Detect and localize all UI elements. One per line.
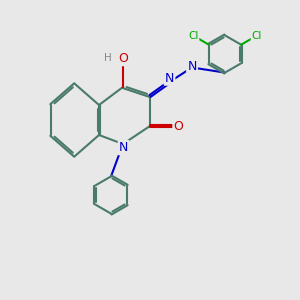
Text: N: N bbox=[119, 141, 128, 154]
Text: Cl: Cl bbox=[188, 32, 198, 41]
Text: N: N bbox=[165, 71, 174, 85]
Text: O: O bbox=[174, 119, 183, 133]
Text: H: H bbox=[104, 53, 112, 64]
Text: O: O bbox=[118, 52, 128, 65]
Text: Cl: Cl bbox=[252, 32, 262, 41]
Text: N: N bbox=[187, 59, 197, 73]
